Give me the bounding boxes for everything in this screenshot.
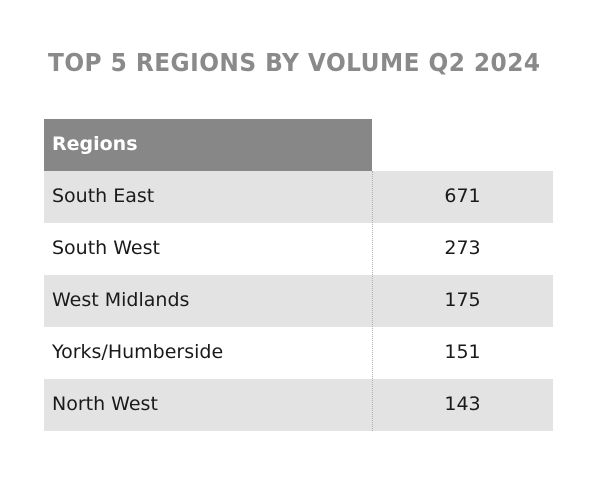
- region-value: 143: [444, 393, 481, 415]
- table-row: South West 273: [44, 223, 553, 275]
- table-row: North West 143: [44, 379, 553, 431]
- region-value: 273: [444, 237, 481, 259]
- region-name: South East: [52, 185, 155, 207]
- header-regions: Regions: [52, 133, 138, 155]
- region-name: Yorks/Humberside: [52, 341, 224, 363]
- page-title: TOP 5 REGIONS BY VOLUME Q2 2024: [48, 48, 541, 77]
- region-value: 671: [444, 185, 481, 207]
- region-name: West Midlands: [52, 289, 190, 311]
- region-name: North West: [52, 393, 158, 415]
- region-value: 175: [444, 289, 481, 311]
- column-divider: [372, 171, 373, 431]
- region-value: 151: [444, 341, 481, 363]
- table-row: Yorks/Humberside 151: [44, 327, 553, 379]
- table-header: Regions: [44, 119, 372, 171]
- table-row: West Midlands 175: [44, 275, 553, 327]
- table-row: South East 671: [44, 171, 553, 223]
- region-name: South West: [52, 237, 160, 259]
